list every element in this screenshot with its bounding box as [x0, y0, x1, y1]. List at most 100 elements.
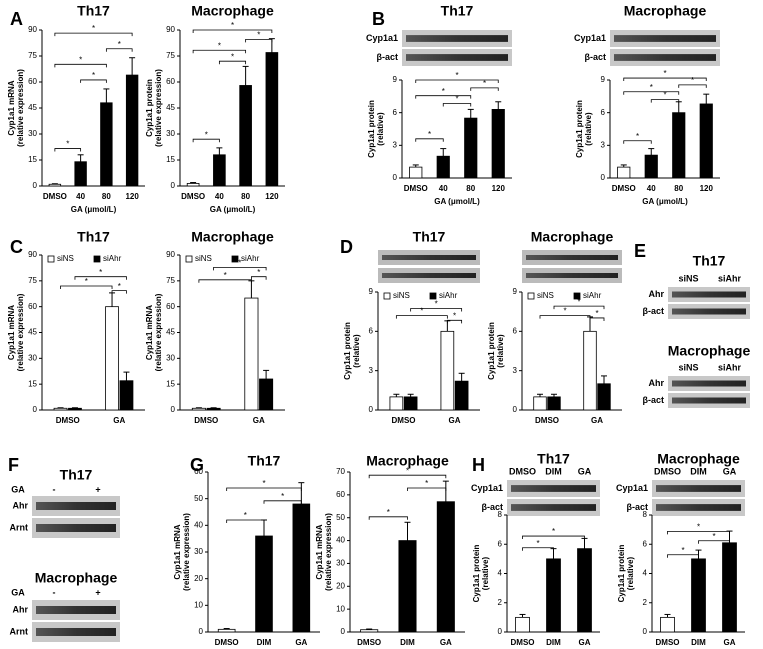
row-label: β-act	[377, 52, 399, 62]
row-label: Ahr	[13, 604, 29, 614]
x-tick-label: 80	[102, 192, 111, 201]
row-label: Cyp1a1	[471, 483, 503, 493]
row-label: Ahr	[649, 378, 665, 388]
y-tick-label: 9	[513, 287, 518, 296]
significance-bracket	[192, 49, 247, 54]
y-axis-label: (relative expression)	[154, 69, 163, 147]
significance-bracket	[415, 79, 499, 83]
y-tick-label: 9	[369, 287, 374, 296]
significance-label: *	[453, 311, 456, 320]
error-bar	[467, 108, 474, 119]
x-tick-label: 120	[492, 184, 506, 193]
significance-bracket	[415, 138, 444, 142]
row-label: β-act	[627, 502, 649, 512]
legend-label: siAhr	[439, 291, 458, 300]
error-bar	[263, 369, 270, 379]
chart-title: Th17	[77, 3, 110, 19]
y-tick-label: 2	[498, 598, 503, 607]
lane-label: DMSO	[509, 466, 536, 476]
panel-letter: F	[8, 455, 19, 475]
x-tick-label: 120	[125, 192, 139, 201]
significance-bracket	[251, 276, 267, 280]
significance-label: *	[636, 132, 639, 141]
y-axis-label: Cyp1a1 mRNA	[173, 524, 182, 579]
significance-label: *	[205, 130, 208, 139]
significance-bracket	[74, 276, 127, 280]
significance-bracket	[368, 474, 447, 479]
significance-bracket	[54, 32, 133, 37]
error-bar	[109, 292, 116, 307]
significance-label: *	[406, 466, 409, 475]
bar	[597, 383, 611, 411]
significance-label: *	[85, 277, 88, 286]
blot-band	[672, 308, 746, 315]
significance-bracket	[522, 547, 554, 551]
y-tick-label: 0	[513, 405, 518, 414]
lane-label: DIM	[690, 466, 707, 476]
significance-label: *	[650, 83, 653, 92]
bar	[547, 396, 561, 411]
significance-bracket	[415, 95, 472, 99]
significance-bracket	[678, 84, 707, 88]
chart-title: Macrophage	[191, 3, 274, 19]
significance-label: *	[697, 522, 700, 531]
significance-bracket	[54, 63, 107, 68]
y-tick-label: 0	[393, 173, 398, 182]
significance-bracket	[623, 77, 707, 82]
y-tick-label: 6	[393, 108, 398, 117]
chart-title: Th17	[77, 229, 110, 245]
significance-bracket	[80, 79, 107, 83]
blot-band	[36, 628, 116, 636]
row-label: Arnt	[10, 522, 29, 532]
blot-title: Th17	[693, 253, 726, 269]
chart: Th17 Cyp1a1 protein (relative) 0 3 6 9 DMSO GA si…	[343, 229, 480, 425]
significance-label: *	[435, 300, 438, 309]
significance-bracket	[470, 87, 499, 91]
significance-label: *	[455, 71, 458, 80]
significance-bracket	[539, 315, 591, 319]
y-tick-label: 90	[166, 250, 175, 259]
error-bar	[77, 154, 84, 162]
y-axis-label: (relative expression)	[154, 293, 163, 371]
panel-letter: C	[10, 237, 23, 257]
significance-label: *	[66, 140, 69, 149]
significance-label: *	[244, 511, 247, 520]
lane-label: siNS	[678, 273, 698, 283]
significance-label: *	[663, 91, 666, 100]
error-bar	[216, 147, 223, 155]
significance-label: *	[231, 52, 234, 61]
significance-label: *	[238, 259, 241, 268]
y-tick-label: 4	[498, 569, 503, 578]
x-tick-label: DMSO	[656, 638, 680, 647]
bar	[191, 407, 206, 411]
y-axis-label: Cyp1a1 protein	[145, 79, 154, 137]
significance-bracket	[395, 315, 448, 319]
bar	[292, 503, 311, 633]
y-tick-label: 3	[601, 140, 606, 149]
significance-bracket	[368, 516, 408, 520]
x-tick-label: 40	[215, 192, 224, 201]
error-bar	[123, 371, 130, 381]
significance-bracket	[263, 500, 302, 504]
y-axis-label: Cyp1a1 mRNA	[145, 305, 154, 360]
significance-bracket	[192, 29, 273, 33]
x-tick-label: DMSO	[56, 416, 80, 425]
error-bar	[248, 280, 255, 299]
blot-band	[614, 54, 716, 61]
error-bar	[440, 148, 447, 157]
blot-band	[614, 35, 716, 42]
chart: Macrophage Cyp1a1 protein (relative expres…	[145, 3, 285, 214]
y-tick-label: 6	[601, 108, 606, 117]
significance-bracket	[698, 540, 730, 544]
significance-label: *	[257, 30, 260, 39]
y-tick-label: 50	[336, 513, 345, 522]
x-tick-label: DMSO	[535, 416, 559, 425]
blot-title: Th17	[60, 467, 93, 483]
significance-label: *	[425, 479, 428, 488]
significance-bracket	[442, 103, 472, 107]
panel-letter: B	[372, 9, 385, 29]
error-bar	[366, 628, 373, 630]
bar	[53, 407, 68, 411]
significance-label: *	[231, 21, 234, 30]
legend-label: siAhr	[583, 291, 602, 300]
